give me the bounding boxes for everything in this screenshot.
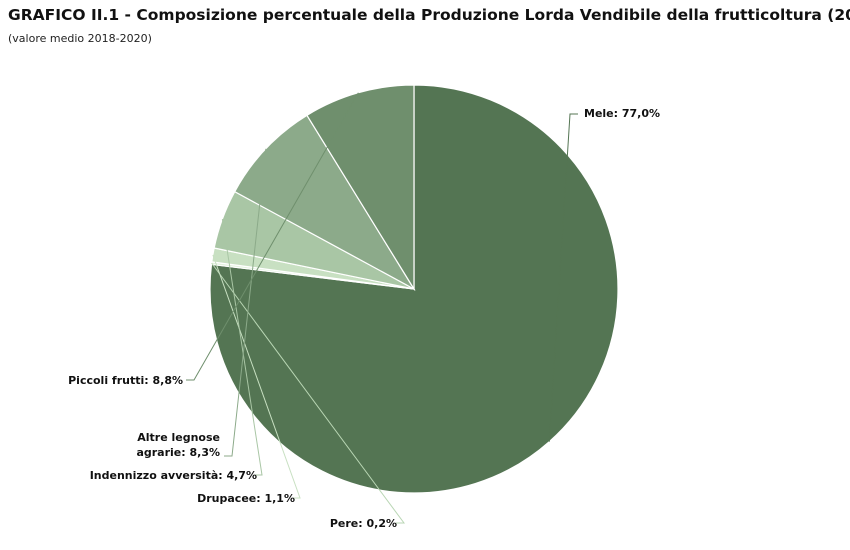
slice-label-drupacee: Drupacee: 1,1% bbox=[197, 492, 295, 505]
slice-label-indennizzo-avversita: Indennizzo avversità: 4,7% bbox=[90, 469, 257, 482]
slice-label-altre-legnose-agrarie: Altre legnose agrarie: 8,3% bbox=[136, 431, 220, 459]
slice-label-piccoli-frutti: Piccoli frutti: 8,8% bbox=[68, 374, 183, 387]
slice-label-mele: Mele: 77,0% bbox=[584, 107, 660, 120]
slice-label-pere: Pere: 0,2% bbox=[330, 517, 397, 530]
pie-slices bbox=[210, 85, 618, 493]
